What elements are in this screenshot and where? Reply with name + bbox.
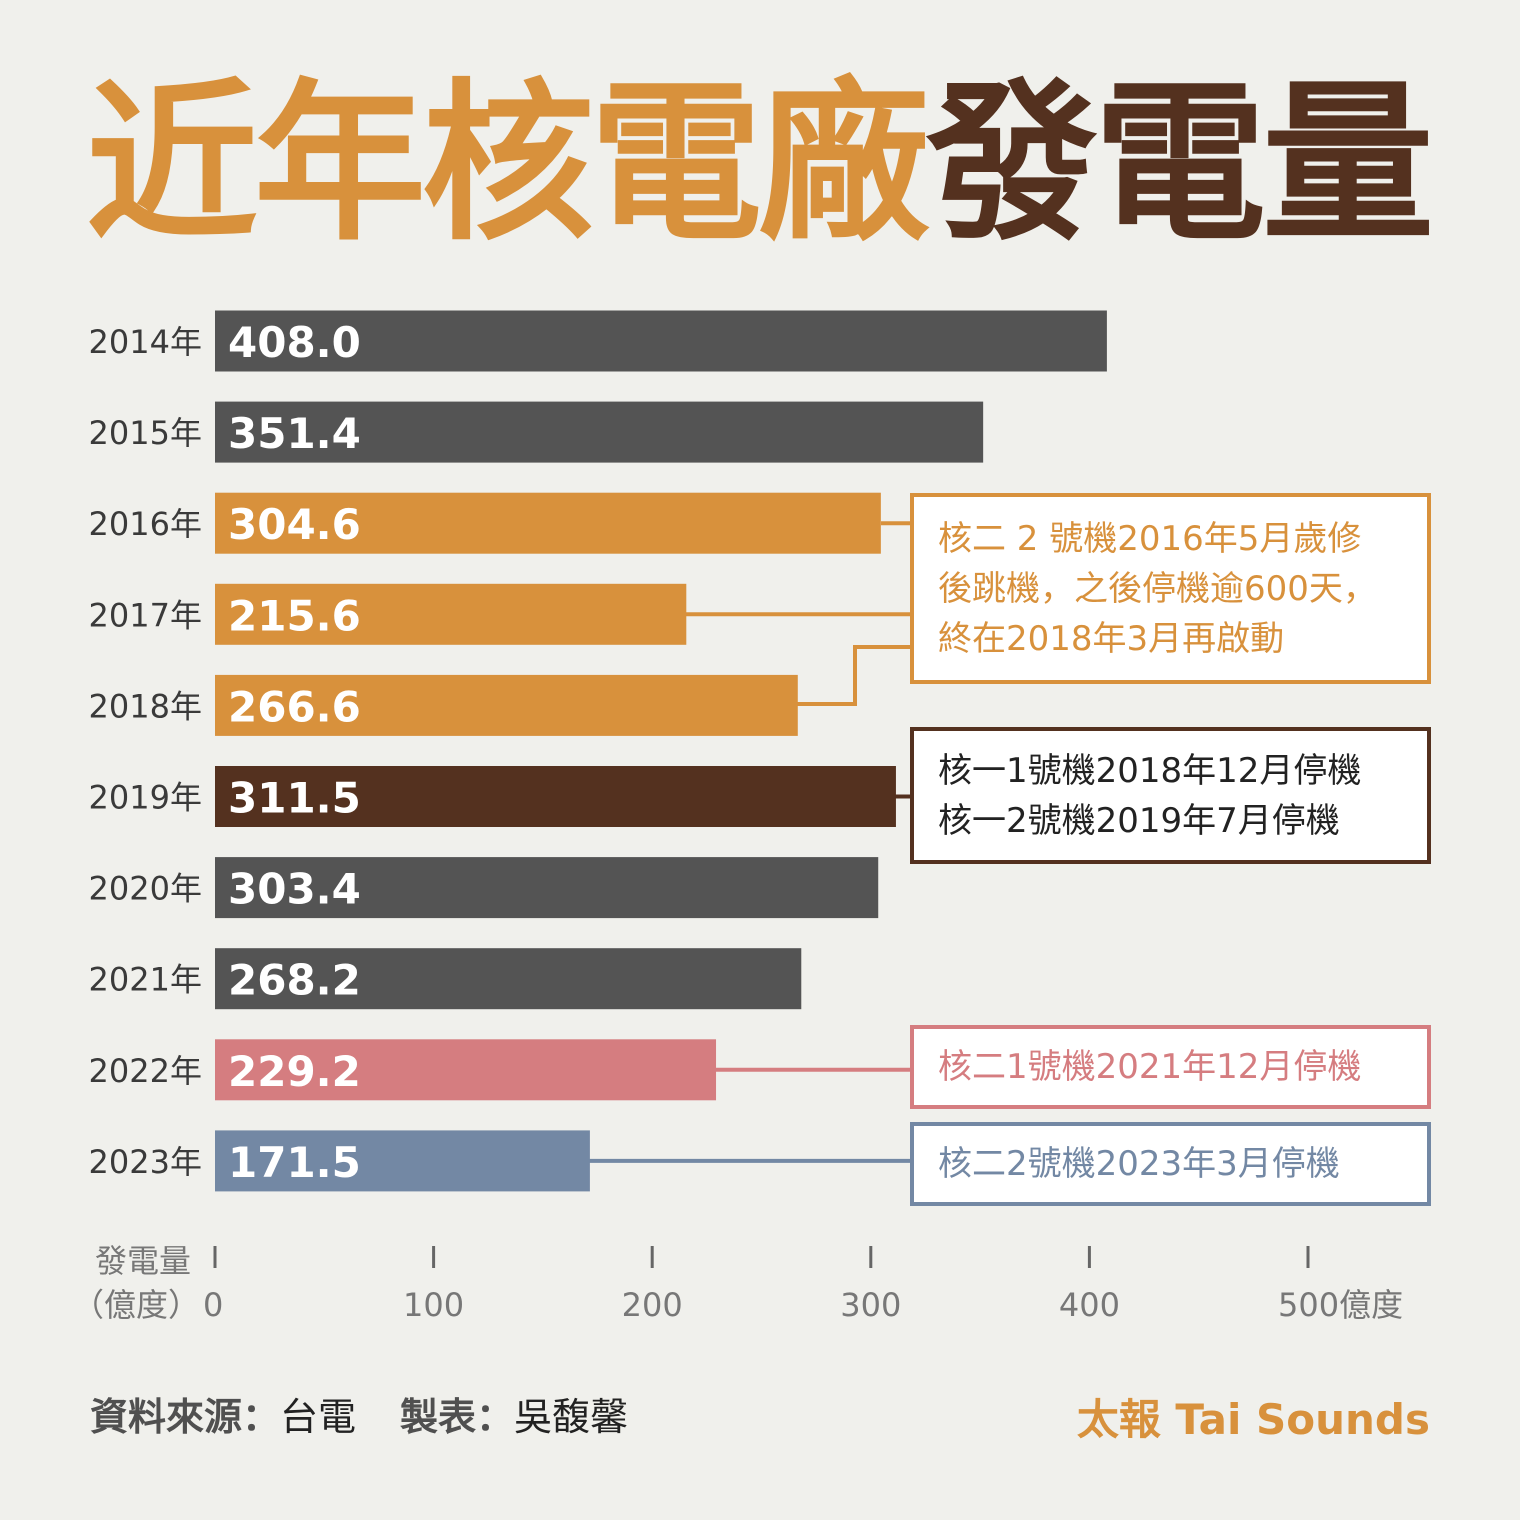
bar <box>215 310 1107 372</box>
data-label: 171.5 <box>228 1138 361 1187</box>
bar <box>215 948 802 1010</box>
data-label: 304.6 <box>228 500 361 549</box>
axis-label: 發電量 <box>95 1242 191 1280</box>
category-label: 2023年 <box>89 1143 202 1181</box>
annotation-box: 核一1號機2018年12月停機 核一2號機2019年7月停機 <box>910 727 1431 864</box>
annotation-box: 核二1號機2021年12月停機 <box>910 1025 1431 1109</box>
annotation-box: 核二2號機2023年3月停機 <box>910 1122 1431 1206</box>
title-part-1: 近年核電廠 <box>86 63 930 264</box>
category-label: 2014年 <box>89 323 202 361</box>
data-label: 351.4 <box>228 409 361 458</box>
annotation-line: 核二 2 號機2016年5月歲修 <box>938 518 1362 559</box>
data-label: 311.5 <box>228 774 361 823</box>
source-value: 台電 <box>280 1395 357 1439</box>
category-label: 2018年 <box>89 687 202 725</box>
annotation-line: 核二1號機2021年12月停機 <box>938 1047 1362 1087</box>
annotation-connector <box>797 645 910 706</box>
maker-label: 製表： <box>400 1395 515 1439</box>
category-label: 2022年 <box>89 1052 202 1090</box>
data-label: 268.2 <box>228 956 361 1005</box>
x-tick-label: 100 <box>403 1286 464 1324</box>
data-label: 408.0 <box>228 318 361 367</box>
category-label: 2019年 <box>89 779 202 817</box>
source-label: 資料來源： <box>90 1395 281 1439</box>
data-label: 229.2 <box>228 1047 361 1096</box>
category-label: 2016年 <box>89 505 202 543</box>
x-tick-label: 200 <box>622 1286 683 1324</box>
data-label: 266.6 <box>228 682 361 731</box>
page-title: 近年核電廠發電量 <box>86 78 1434 250</box>
annotation-line: 核二2號機2023年3月停機 <box>938 1144 1340 1184</box>
category-label: 2021年 <box>89 961 202 999</box>
x-tick-label: 300 <box>840 1286 901 1324</box>
annotation-line: 核一1號機2018年12月停機 <box>938 750 1362 791</box>
maker-value: 吳馥馨 <box>514 1395 629 1439</box>
category-label: 2020年 <box>89 870 202 908</box>
bar <box>215 401 984 463</box>
axis-unit-label: （億度） <box>72 1286 200 1324</box>
bar <box>215 674 798 736</box>
bar-chart: 2014年 408.0 2015年 351.4 2016年 304.6 2017年 215.6… <box>72 310 1403 1324</box>
bar <box>215 766 896 827</box>
annotation-box: 核二 2 號機2016年5月歲修 後跳機，之後停機逾600天， 終在2018年3月再… <box>910 493 1431 684</box>
title-part-2: 發電量 <box>926 63 1434 264</box>
bar <box>215 1039 717 1101</box>
data-label: 215.6 <box>228 591 361 640</box>
brand-logo-text: 太報 Tai Sounds <box>1076 1395 1430 1444</box>
bar <box>215 583 687 645</box>
x-tick-label: 400 <box>1059 1286 1120 1324</box>
footer-credits: 資料來源：台電 製表：吳馥馨 <box>90 1386 628 1441</box>
annotation-line: 核一2號機2019年7月停機 <box>938 800 1340 841</box>
data-label: 303.4 <box>228 865 361 914</box>
category-label: 2015年 <box>89 414 202 452</box>
bar <box>215 857 879 919</box>
annotation-line: 終在2018年3月再啟動 <box>938 618 1285 659</box>
annotation-line: 後跳機，之後停機逾600天， <box>938 568 1377 609</box>
bar <box>215 1130 590 1192</box>
category-label: 2017年 <box>89 596 202 634</box>
bar <box>215 492 881 554</box>
x-tick-label: 0 <box>203 1286 223 1324</box>
x-tick-label: 500億度 <box>1278 1286 1403 1324</box>
